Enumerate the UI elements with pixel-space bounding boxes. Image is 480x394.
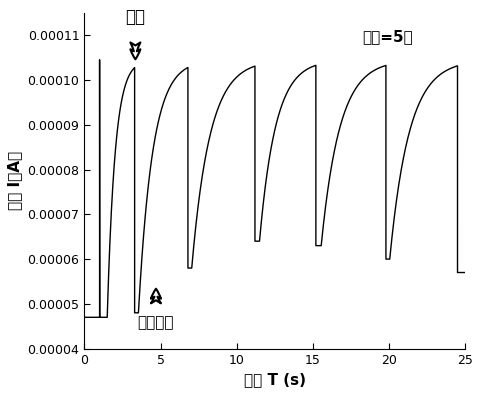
Text: 拉伸: 拉伸: [125, 8, 145, 26]
Text: 撤去拉力: 撤去拉力: [138, 315, 174, 330]
X-axis label: 时间 T (s): 时间 T (s): [244, 372, 306, 387]
Text: 电压=5伏: 电压=5伏: [362, 30, 413, 45]
Y-axis label: 电流 I（A）: 电流 I（A）: [7, 151, 22, 210]
